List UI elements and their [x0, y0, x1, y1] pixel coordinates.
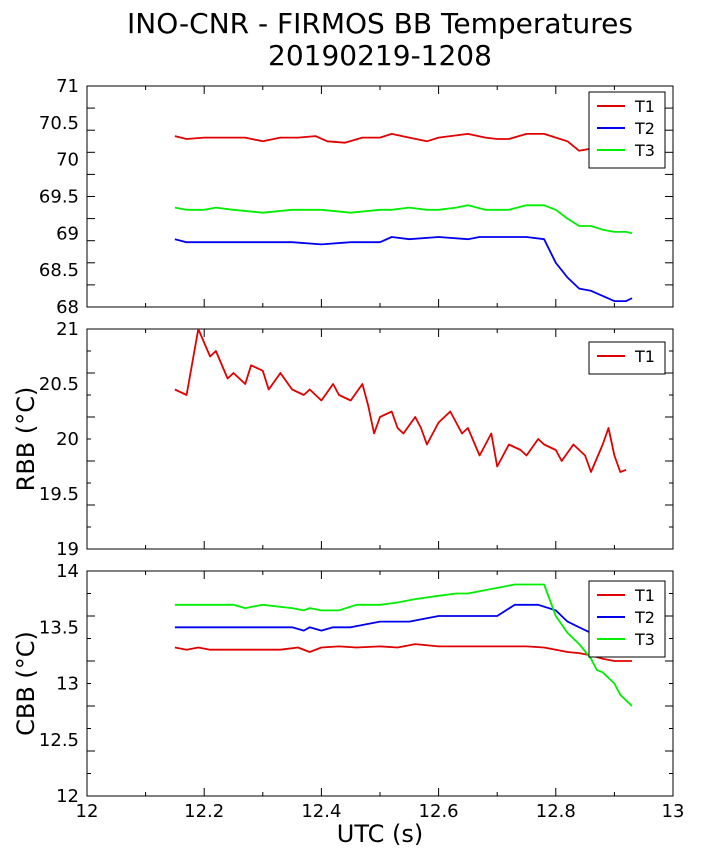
panel-rbb: 19 19.5 20 20.5 21 RBB (°C) T1: [12, 319, 674, 560]
x-tick-label: 12.2: [184, 801, 224, 822]
legend-label-t1: T1: [634, 347, 655, 366]
y-axis-label: RBB (°C): [12, 387, 40, 492]
y-tick-label: 20.5: [39, 374, 79, 395]
y-tick-label: 13: [56, 674, 79, 695]
y-tick-label: 69.5: [39, 187, 79, 208]
legend-box: [588, 580, 666, 658]
panel-temperatures: 68 68.5 69 69.5 70 70.5 71 T1 T2 T3: [39, 76, 674, 318]
series-line-t1: [174, 329, 627, 473]
legend: T1 T2 T3: [588, 580, 666, 658]
y-tick-label: 19: [56, 539, 79, 560]
x-tick-label: 13: [662, 801, 685, 822]
x-tick-label: 12.4: [301, 801, 341, 822]
legend-label-t1: T1: [634, 97, 655, 116]
y-tick-label: 71: [56, 76, 79, 97]
series-line-t1: [174, 132, 633, 152]
legend-label-t2: T2: [634, 119, 655, 138]
y-tick-label: 69: [56, 223, 79, 244]
y-tick-label: 68: [56, 297, 79, 318]
plot-frame: [86, 85, 674, 308]
y-tick-label: 21: [56, 319, 79, 340]
y-tick-label: 12: [56, 786, 79, 807]
legend-label-t3: T3: [634, 141, 655, 160]
x-tick-label: 12.8: [536, 801, 576, 822]
legend-label-t3: T3: [634, 630, 655, 649]
legend-box: [588, 91, 666, 169]
series-line-t3: [174, 204, 633, 235]
y-tick-label: 13.5: [39, 617, 79, 638]
chart-subtitle: 20190219-1208: [268, 39, 492, 72]
y-axis-label: CBB (°C): [12, 631, 40, 736]
chart-title-block: INO-CNR - FIRMOS BB Temperatures 2019021…: [0, 8, 708, 72]
y-tick-label: 20: [56, 429, 79, 450]
series-line-t3: [174, 583, 633, 707]
legend-label-t2: T2: [634, 608, 655, 627]
x-tick-label: 12.6: [419, 801, 459, 822]
y-tick-label: 19.5: [39, 484, 79, 505]
series-line-t1: [174, 643, 632, 662]
legend: T1: [588, 341, 666, 375]
plot-frame: [86, 328, 674, 550]
panel-cbb: 12 12.5 13 13.5 14 12 12.2 12.4 12.6 12.8 13 CBB (°…: [12, 561, 684, 848]
y-tick-label: 14: [56, 561, 79, 582]
series-line-t2: [174, 236, 633, 303]
x-axis-label: UTC (s): [337, 820, 423, 848]
x-tick-label: 12: [76, 801, 99, 822]
y-tick-label: 68.5: [39, 260, 79, 281]
y-tick-label: 70.5: [39, 113, 79, 134]
y-tick-label: 12.5: [39, 730, 79, 751]
legend: T1 T2 T3: [588, 91, 666, 169]
legend-label-t1: T1: [634, 586, 655, 605]
chart-title: INO-CNR - FIRMOS BB Temperatures: [127, 7, 633, 40]
legend-box: [588, 341, 666, 375]
y-tick-label: 70: [56, 150, 79, 171]
